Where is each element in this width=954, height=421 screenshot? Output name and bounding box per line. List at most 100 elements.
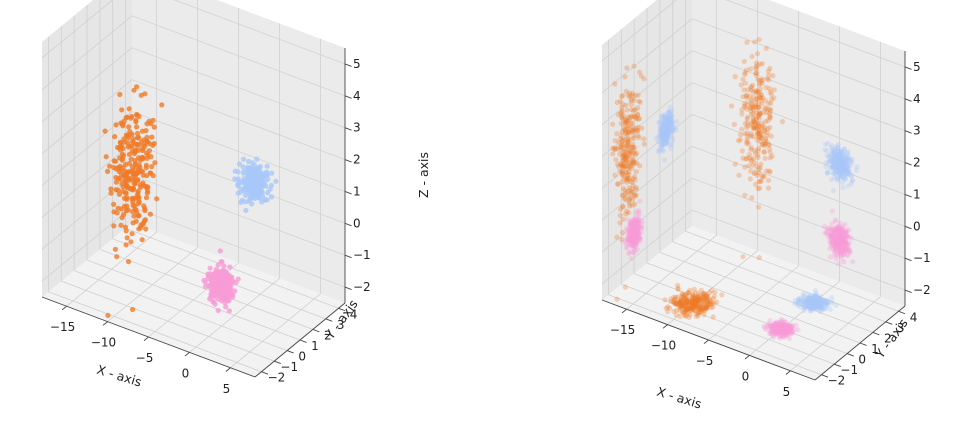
data-point: [828, 240, 834, 246]
data-point: [663, 135, 670, 141]
data-point: [631, 129, 637, 135]
data-point: [665, 304, 671, 310]
data-point: [689, 298, 696, 304]
data-point: [814, 303, 820, 309]
data-point: [774, 325, 780, 331]
data-point: [786, 329, 792, 336]
data-point: [616, 163, 622, 170]
data-point: [626, 236, 633, 242]
data-point: [633, 236, 639, 242]
data-point: [619, 115, 625, 121]
data-point: [829, 221, 835, 227]
data-point: [661, 126, 667, 132]
data-point: [621, 195, 627, 201]
data-point: [636, 216, 642, 223]
grid-line: [41, 47, 133, 122]
data-point: [779, 330, 785, 336]
data-point: [660, 123, 666, 129]
data-point: [782, 326, 788, 332]
data-point: [812, 306, 818, 312]
data-point: [742, 104, 748, 110]
data-point: [118, 140, 124, 146]
y-tick-label: 2: [884, 331, 892, 345]
data-point: [819, 300, 825, 307]
data-point: [787, 328, 793, 334]
data-point: [660, 126, 667, 132]
data-point: [816, 306, 822, 312]
data-point: [219, 291, 225, 297]
data-point: [837, 247, 843, 253]
data-point: [631, 63, 637, 69]
data-point: [629, 225, 635, 231]
data-point: [839, 152, 845, 158]
data-point: [681, 309, 688, 315]
data-point: [687, 305, 693, 311]
data-point: [633, 227, 640, 233]
data-point: [801, 298, 807, 304]
data-point: [756, 204, 762, 210]
data-point: [778, 325, 784, 331]
data-point: [752, 121, 758, 127]
data-point: [632, 228, 638, 234]
data-point: [840, 162, 847, 168]
data-point: [130, 306, 136, 313]
data-point: [124, 203, 130, 209]
data-point: [756, 127, 763, 133]
grid-line: [131, 206, 346, 288]
data-point: [689, 294, 695, 300]
data-point: [847, 249, 853, 256]
data-point: [636, 230, 642, 236]
data-point: [772, 322, 778, 328]
data-point: [683, 307, 689, 313]
data-point: [633, 220, 639, 226]
data-point: [632, 216, 638, 222]
data-point: [660, 141, 666, 147]
data-point: [781, 324, 787, 330]
data-point: [835, 233, 842, 239]
data-point: [824, 297, 830, 303]
data-point: [751, 125, 757, 131]
data-point: [746, 155, 753, 161]
data-point: [665, 119, 671, 125]
data-point: [701, 312, 707, 318]
data-point: [836, 229, 842, 235]
data-point: [132, 149, 138, 155]
data-point: [745, 123, 751, 129]
data-point: [756, 113, 762, 120]
grid-line: [41, 143, 133, 218]
data-point: [759, 132, 766, 138]
data-point: [843, 232, 850, 239]
grid-line: [131, 111, 346, 192]
data-point: [842, 168, 848, 174]
data-point: [624, 125, 630, 132]
data-point: [845, 169, 851, 175]
data-point: [837, 157, 843, 163]
data-point: [707, 297, 714, 303]
data-point: [673, 312, 679, 318]
data-point: [225, 284, 231, 290]
data-point: [619, 168, 625, 174]
z-tick-label: −2: [353, 280, 371, 294]
data-point: [815, 302, 821, 308]
data-point: [774, 329, 780, 335]
data-point: [632, 225, 638, 231]
data-point: [694, 303, 700, 310]
data-point: [630, 150, 637, 156]
data-point: [834, 166, 841, 172]
data-point: [126, 124, 132, 130]
data-point: [832, 227, 839, 233]
data-point: [670, 128, 676, 134]
data-point: [761, 149, 767, 155]
data-point: [633, 235, 639, 241]
x-tick-label: −15: [50, 320, 75, 334]
data-point: [662, 132, 668, 138]
data-point: [619, 129, 625, 135]
data-point: [810, 298, 817, 305]
data-point: [777, 323, 783, 329]
data-point: [632, 225, 638, 232]
data-point: [809, 298, 815, 304]
data-point: [773, 321, 779, 327]
data-point: [666, 142, 673, 148]
data-point: [628, 238, 634, 244]
data-point: [771, 328, 777, 334]
